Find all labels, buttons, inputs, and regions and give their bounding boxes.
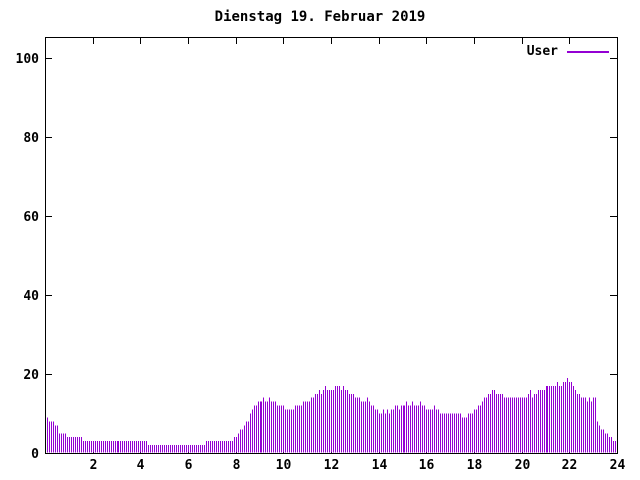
- svg-text:10: 10: [276, 458, 292, 473]
- svg-text:0: 0: [31, 447, 39, 462]
- chart-title: Dienstag 19. Februar 2019: [214, 9, 426, 25]
- svg-text:60: 60: [23, 210, 39, 225]
- svg-text:40: 40: [23, 289, 39, 304]
- svg-text:22: 22: [562, 458, 578, 473]
- svg-text:80: 80: [23, 131, 39, 146]
- svg-text:6: 6: [185, 458, 193, 473]
- svg-text:100: 100: [16, 52, 40, 67]
- legend: User: [527, 44, 609, 59]
- svg-text:4: 4: [137, 458, 145, 473]
- legend-label: User: [526, 44, 558, 59]
- svg-text:2: 2: [90, 458, 98, 473]
- svg-text:12: 12: [324, 458, 340, 473]
- svg-text:8: 8: [233, 458, 241, 473]
- svg-text:14: 14: [372, 458, 388, 473]
- svg-text:20: 20: [515, 458, 531, 473]
- legend-line-swatch: [567, 50, 609, 53]
- svg-text:20: 20: [23, 368, 39, 383]
- svg-text:24: 24: [610, 458, 626, 473]
- svg-text:16: 16: [419, 458, 435, 473]
- svg-text:18: 18: [467, 458, 483, 473]
